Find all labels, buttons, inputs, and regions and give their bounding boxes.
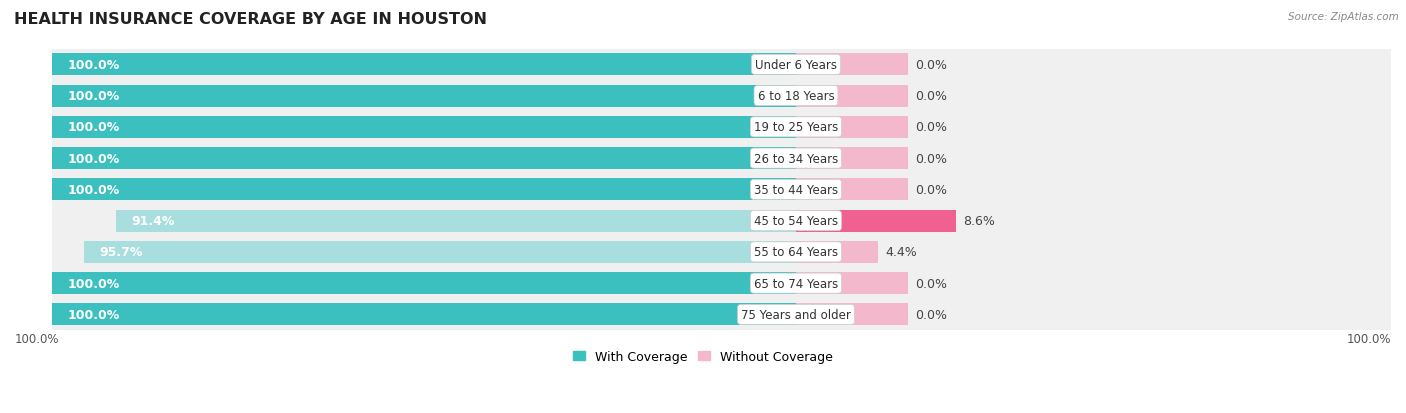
Bar xyxy=(52,112,1406,143)
Text: 19 to 25 Years: 19 to 25 Years xyxy=(754,121,838,134)
Text: 100.0%: 100.0% xyxy=(67,183,120,196)
Text: 26 to 34 Years: 26 to 34 Years xyxy=(754,152,838,165)
Text: 100.0%: 100.0% xyxy=(67,121,120,134)
Text: 100.0%: 100.0% xyxy=(67,152,120,165)
Text: 0.0%: 0.0% xyxy=(915,183,948,196)
Text: 100.0%: 100.0% xyxy=(67,90,120,103)
Bar xyxy=(796,210,956,232)
Bar xyxy=(52,148,796,170)
Bar xyxy=(52,237,1406,268)
Bar xyxy=(796,148,907,170)
Bar xyxy=(52,174,1406,206)
Text: 0.0%: 0.0% xyxy=(915,152,948,165)
Text: 0.0%: 0.0% xyxy=(915,308,948,321)
Bar xyxy=(796,179,907,201)
Text: Under 6 Years: Under 6 Years xyxy=(755,59,837,71)
Text: 75 Years and older: 75 Years and older xyxy=(741,308,851,321)
Bar xyxy=(52,179,796,201)
Text: 91.4%: 91.4% xyxy=(131,215,174,228)
Text: 0.0%: 0.0% xyxy=(915,90,948,103)
Bar xyxy=(796,85,907,107)
Bar xyxy=(796,54,907,76)
Text: 65 to 74 Years: 65 to 74 Years xyxy=(754,277,838,290)
Bar xyxy=(52,81,1406,112)
Text: 4.4%: 4.4% xyxy=(886,246,917,259)
Text: 8.6%: 8.6% xyxy=(963,215,995,228)
Text: 0.0%: 0.0% xyxy=(915,121,948,134)
Bar xyxy=(52,116,796,138)
Bar xyxy=(52,299,1406,330)
Text: 6 to 18 Years: 6 to 18 Years xyxy=(758,90,834,103)
Bar xyxy=(52,174,1406,206)
Bar xyxy=(52,85,796,107)
Bar xyxy=(52,299,1406,330)
Bar xyxy=(52,268,1406,299)
Bar xyxy=(52,206,1406,237)
Text: 0.0%: 0.0% xyxy=(915,277,948,290)
Bar xyxy=(52,54,796,76)
Bar xyxy=(52,304,796,325)
Bar xyxy=(52,112,1406,143)
Text: 95.7%: 95.7% xyxy=(98,246,142,259)
Bar xyxy=(84,241,796,263)
Text: 35 to 44 Years: 35 to 44 Years xyxy=(754,183,838,196)
Text: 45 to 54 Years: 45 to 54 Years xyxy=(754,215,838,228)
Text: 100.0%: 100.0% xyxy=(67,277,120,290)
Bar xyxy=(52,50,1406,81)
Text: 100.0%: 100.0% xyxy=(67,59,120,71)
Text: 100.0%: 100.0% xyxy=(15,332,59,345)
Bar xyxy=(796,273,907,294)
Text: 100.0%: 100.0% xyxy=(67,308,120,321)
Text: 0.0%: 0.0% xyxy=(915,59,948,71)
Bar xyxy=(52,273,796,294)
Legend: With Coverage, Without Coverage: With Coverage, Without Coverage xyxy=(568,345,838,368)
Bar xyxy=(52,143,1406,174)
Text: 100.0%: 100.0% xyxy=(1347,332,1391,345)
Bar xyxy=(796,304,907,325)
Bar xyxy=(52,237,1406,268)
Text: HEALTH INSURANCE COVERAGE BY AGE IN HOUSTON: HEALTH INSURANCE COVERAGE BY AGE IN HOUS… xyxy=(14,12,486,27)
Bar xyxy=(117,210,796,232)
Text: 55 to 64 Years: 55 to 64 Years xyxy=(754,246,838,259)
Text: Source: ZipAtlas.com: Source: ZipAtlas.com xyxy=(1288,12,1399,22)
Bar xyxy=(52,81,1406,112)
Bar xyxy=(796,116,907,138)
Bar xyxy=(52,50,1406,81)
Bar xyxy=(52,268,1406,299)
Bar xyxy=(796,241,877,263)
Bar xyxy=(52,206,1406,237)
Bar xyxy=(52,143,1406,174)
